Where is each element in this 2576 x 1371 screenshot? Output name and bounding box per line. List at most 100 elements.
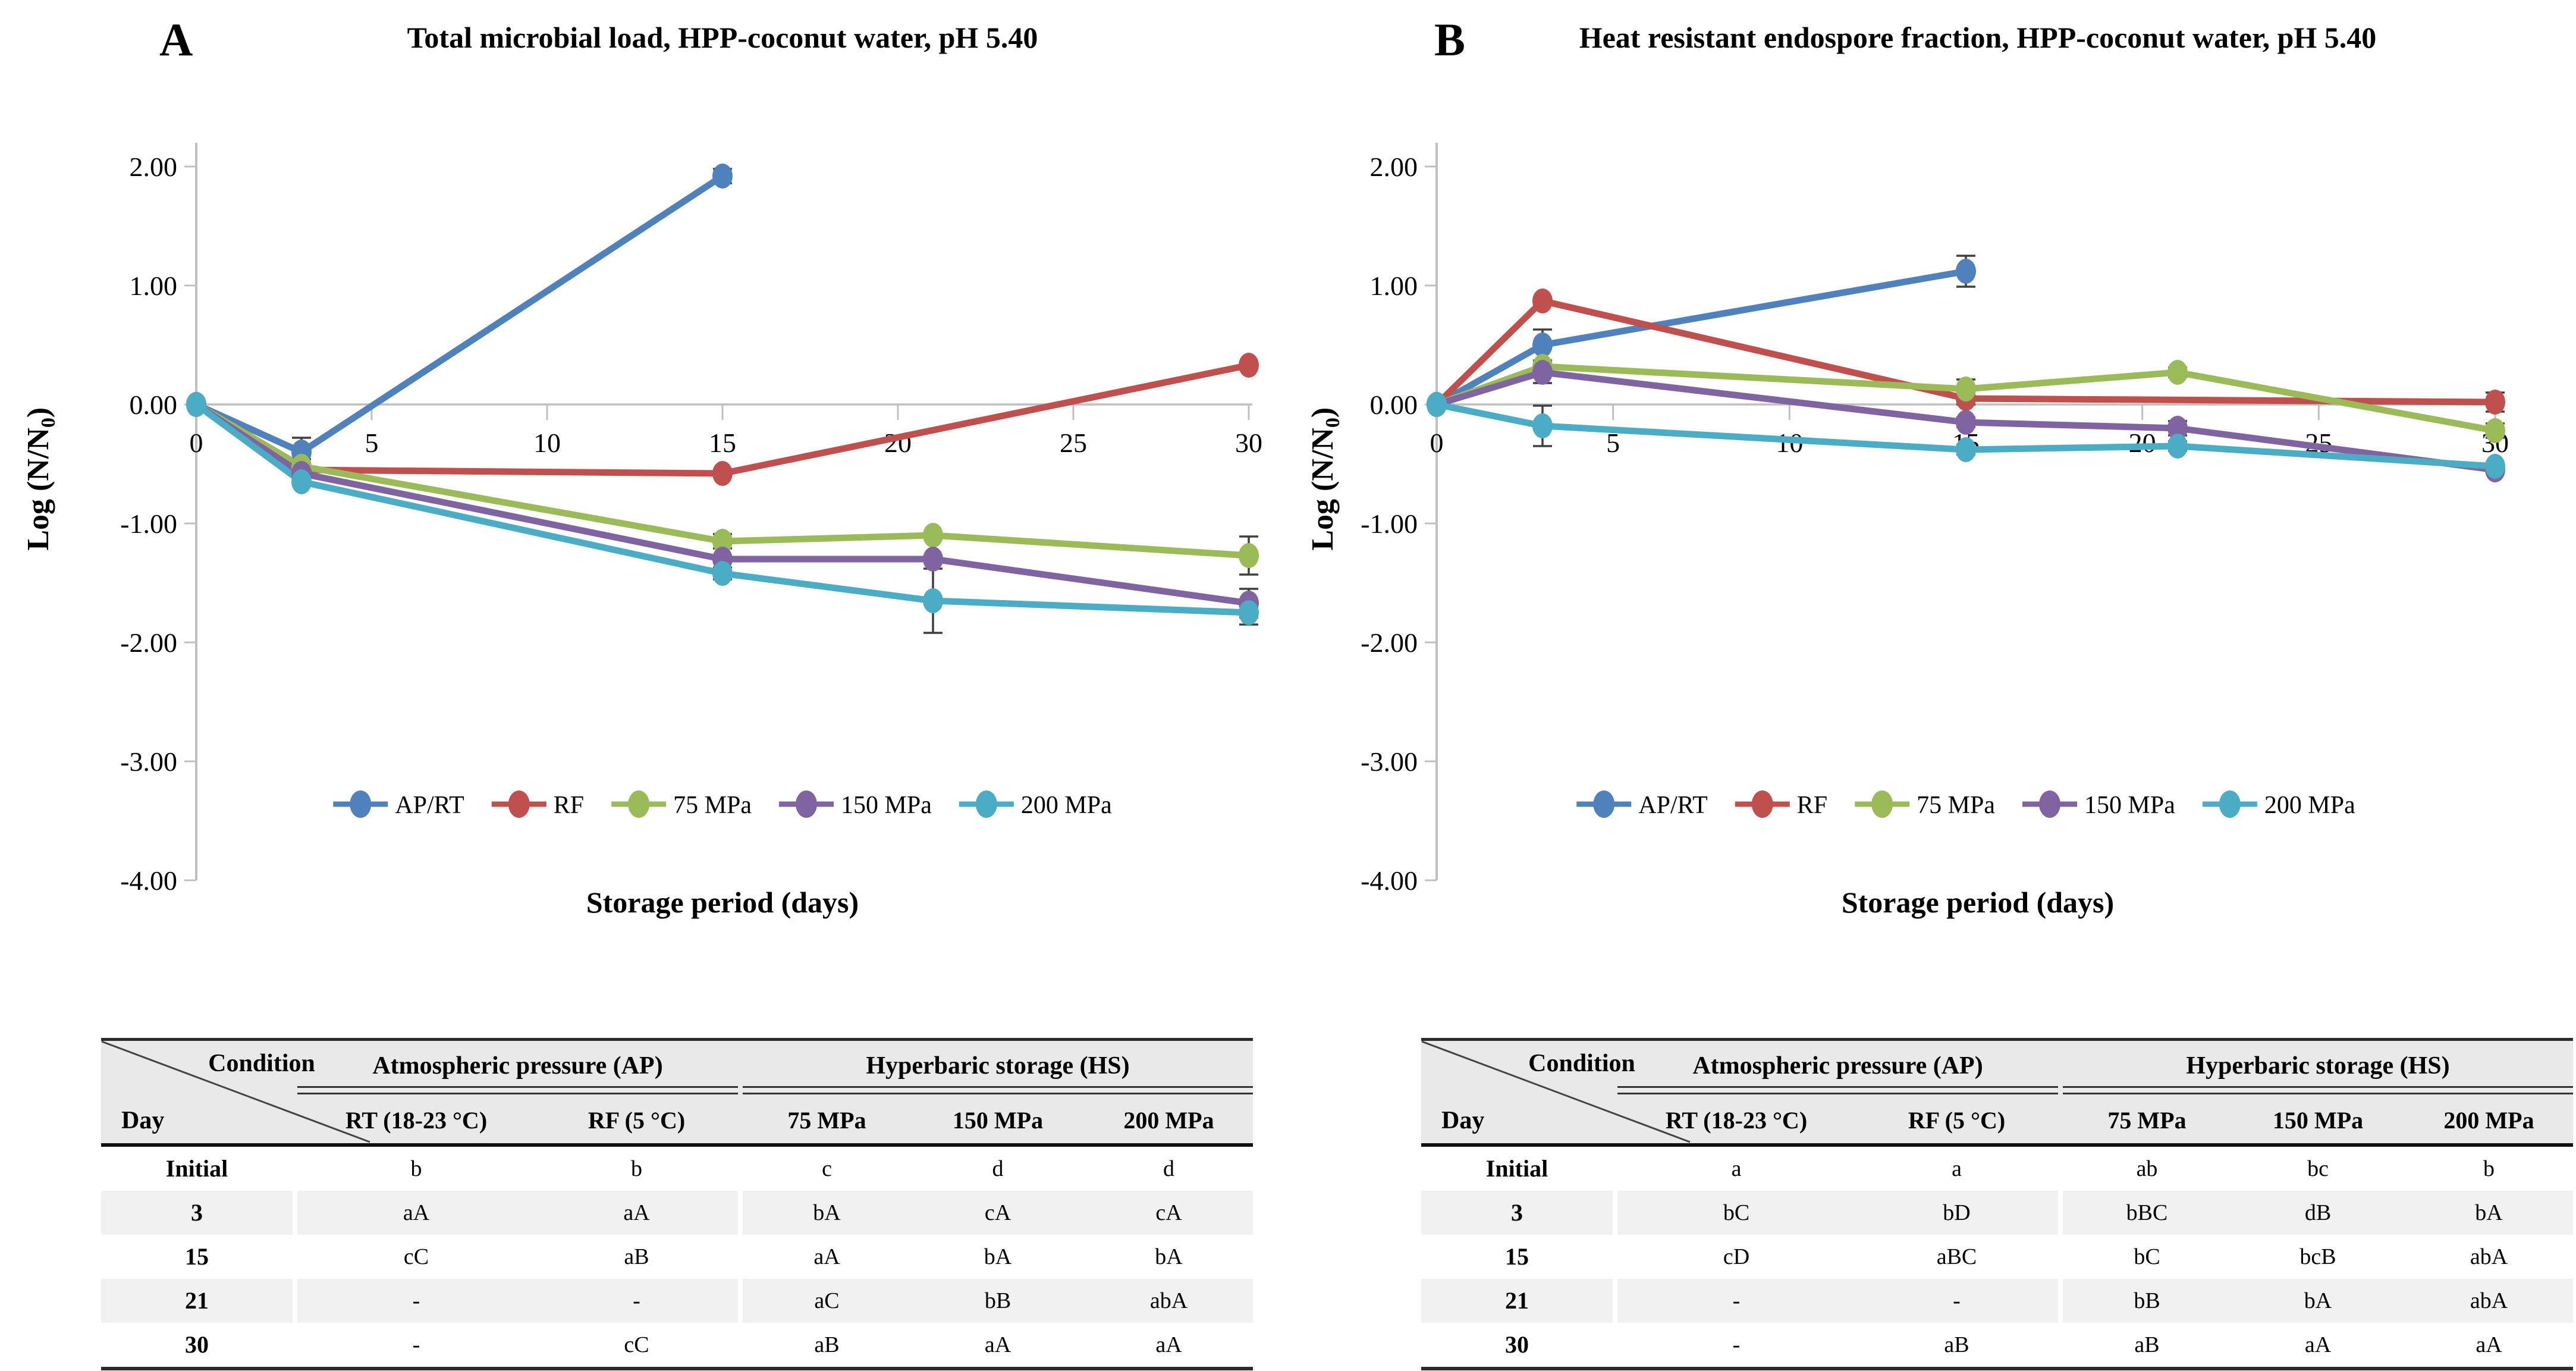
data-point-marker xyxy=(712,561,733,586)
col-header-150 MPa: 150 MPa xyxy=(952,1107,1044,1134)
value-cell: - xyxy=(1732,1332,1741,1357)
value-cell: bA xyxy=(813,1200,841,1225)
data-point-marker xyxy=(2167,416,2188,441)
y-axis-label-subscript: 0 xyxy=(37,418,60,428)
row-shading xyxy=(101,1191,293,1235)
row-shading xyxy=(743,1191,1253,1235)
data-point-marker xyxy=(2485,454,2505,479)
y-tick-label: 0.00 xyxy=(1370,390,1418,420)
col-header-RF (5 °C): RF (5 °C) xyxy=(588,1107,686,1134)
table-corner-condition: Condition xyxy=(208,1050,315,1077)
panel-b-x-axis-title: Storage period (days) xyxy=(1841,886,2115,919)
table-b: Condition Day Atmospheric pressure (AP) Hyp… xyxy=(1421,1038,2573,1370)
col-header-RT (18-23 °C): RT (18-23 °C) xyxy=(345,1107,488,1134)
value-cell: d xyxy=(992,1156,1004,1181)
col-header-200 MPa: 200 MPa xyxy=(1123,1107,1214,1134)
data-point-marker xyxy=(1956,377,1976,401)
panel-b: 2.001.000.00-1.00-2.00-3.00-4.0005101520… xyxy=(1288,0,2576,934)
data-point-marker xyxy=(1239,353,1259,378)
value-cell: aB xyxy=(814,1332,840,1357)
group-header-hs: Hyperbaric storage (HS) xyxy=(2186,1052,2450,1080)
value-cell: a xyxy=(1731,1156,1742,1181)
table-corner-day: Day xyxy=(121,1107,165,1134)
legend-marker-200 MPa xyxy=(2219,790,2241,818)
day-cell: 15 xyxy=(185,1243,209,1270)
value-cell: b xyxy=(631,1156,642,1181)
row-shading xyxy=(1421,1279,1613,1323)
value-cell: dB xyxy=(2304,1200,2332,1225)
value-cell: abA xyxy=(1149,1288,1188,1313)
data-point-marker xyxy=(1956,437,1976,462)
data-point-marker xyxy=(1956,410,1976,435)
data-point-marker xyxy=(2485,418,2505,443)
value-cell: cA xyxy=(984,1200,1011,1225)
legend-marker-200 MPa xyxy=(975,790,997,818)
panel-a-x-axis-title: Storage period (days) xyxy=(586,886,859,919)
data-point-marker xyxy=(712,164,733,189)
table-row-day-3: 3 aA aA bA cA cA xyxy=(101,1191,1253,1235)
table-row-day-21: 21 - - aC bB abA xyxy=(101,1279,1253,1323)
chart-a-plot: 2.00 1.00 0.00 -1.00 -2.00 -3.00 -4.00 0 5 10 15 20… xyxy=(120,143,1262,896)
table-header: Condition Day Atmospheric pressure (AP) Hyp… xyxy=(1421,1038,2573,1143)
value-cell: cA xyxy=(1155,1200,1182,1225)
table-a: Condition Day Atmospheric pressure (AP) Hyp… xyxy=(101,1038,1253,1370)
corner-diagonal-line xyxy=(1421,1041,1691,1143)
y-tick-label: 2.00 xyxy=(130,152,178,182)
table-row-day-3: 3 bC bD bBC dB bA xyxy=(1421,1191,2573,1235)
y-tick-label: -4.00 xyxy=(1361,865,1418,896)
data-point-marker xyxy=(1239,600,1259,625)
value-cell: cC xyxy=(624,1332,649,1357)
legend-marker-RF xyxy=(508,790,530,818)
value-cell: abA xyxy=(2470,1244,2508,1269)
x-tick-label: 10 xyxy=(533,428,561,458)
legend-label: 200 MPa xyxy=(2264,792,2355,819)
panel-b-letter: B xyxy=(1434,14,1466,65)
value-cell: ab xyxy=(2136,1156,2158,1181)
y-tick-label: -2.00 xyxy=(120,628,177,658)
value-cell: cC xyxy=(403,1244,429,1269)
x-tick-label: 5 xyxy=(1606,428,1620,458)
value-cell: aA xyxy=(2476,1332,2502,1357)
y-tick-label: 1.00 xyxy=(1370,271,1418,301)
day-cell: 30 xyxy=(1505,1331,1529,1358)
y-axis-label-text: ) xyxy=(1305,407,1340,418)
value-cell: aA xyxy=(403,1200,430,1225)
value-cell: - xyxy=(633,1288,640,1313)
legend-marker-AP/RT xyxy=(350,790,372,818)
legend-marker-75 MPa xyxy=(628,790,650,818)
panel-a-title: Total microbial load, HPP-coconut water,… xyxy=(407,21,1038,54)
value-cell: c xyxy=(822,1156,832,1181)
value-cell: aA xyxy=(1155,1332,1182,1357)
day-cell: 21 xyxy=(185,1287,209,1314)
double-underline-hs xyxy=(2063,1086,2573,1094)
double-underline-ap xyxy=(1617,1086,2058,1094)
col-header-75 MPa: 75 MPa xyxy=(2107,1107,2187,1134)
table-row-day-15: 15 cD aBC bC bcB abA xyxy=(1421,1235,2573,1279)
value-cell: bA xyxy=(2304,1288,2332,1313)
data-point-marker xyxy=(1956,259,1976,284)
chart-b-plot: 2.001.000.00-1.00-2.00-3.00-4.0005101520… xyxy=(1361,143,2509,896)
data-point-marker xyxy=(2167,360,2188,385)
panel-b-title: Heat resistant endospore fraction, HPP-c… xyxy=(1579,21,2377,54)
day-cell: 3 xyxy=(1511,1199,1523,1226)
legend-marker-150 MPa xyxy=(796,790,818,818)
value-cell: bB xyxy=(2134,1288,2160,1313)
row-shading xyxy=(1617,1279,2058,1323)
y-tick-label: 2.00 xyxy=(1370,152,1418,182)
col-header-RT (18-23 °C): RT (18-23 °C) xyxy=(1665,1107,1808,1134)
legend-label: 200 MPa xyxy=(1021,792,1112,819)
header-divider-line xyxy=(1421,1143,2573,1147)
series-line-AP/RT xyxy=(193,172,726,456)
legend-label: AP/RT xyxy=(395,792,464,819)
value-cell: b xyxy=(410,1156,422,1181)
legend-marker-75 MPa xyxy=(1871,790,1893,818)
value-cell: bC xyxy=(2134,1244,2160,1269)
data-point-marker xyxy=(1532,288,1553,313)
table-corner-condition: Condition xyxy=(1528,1050,1635,1077)
y-tick-label: 1.00 xyxy=(130,271,178,301)
panel-a-y-axis-title: Log (N/N0) xyxy=(21,300,60,657)
day-cell: 30 xyxy=(185,1331,209,1358)
data-point-marker xyxy=(2167,434,2188,459)
col-header-75 MPa: 75 MPa xyxy=(787,1107,866,1134)
